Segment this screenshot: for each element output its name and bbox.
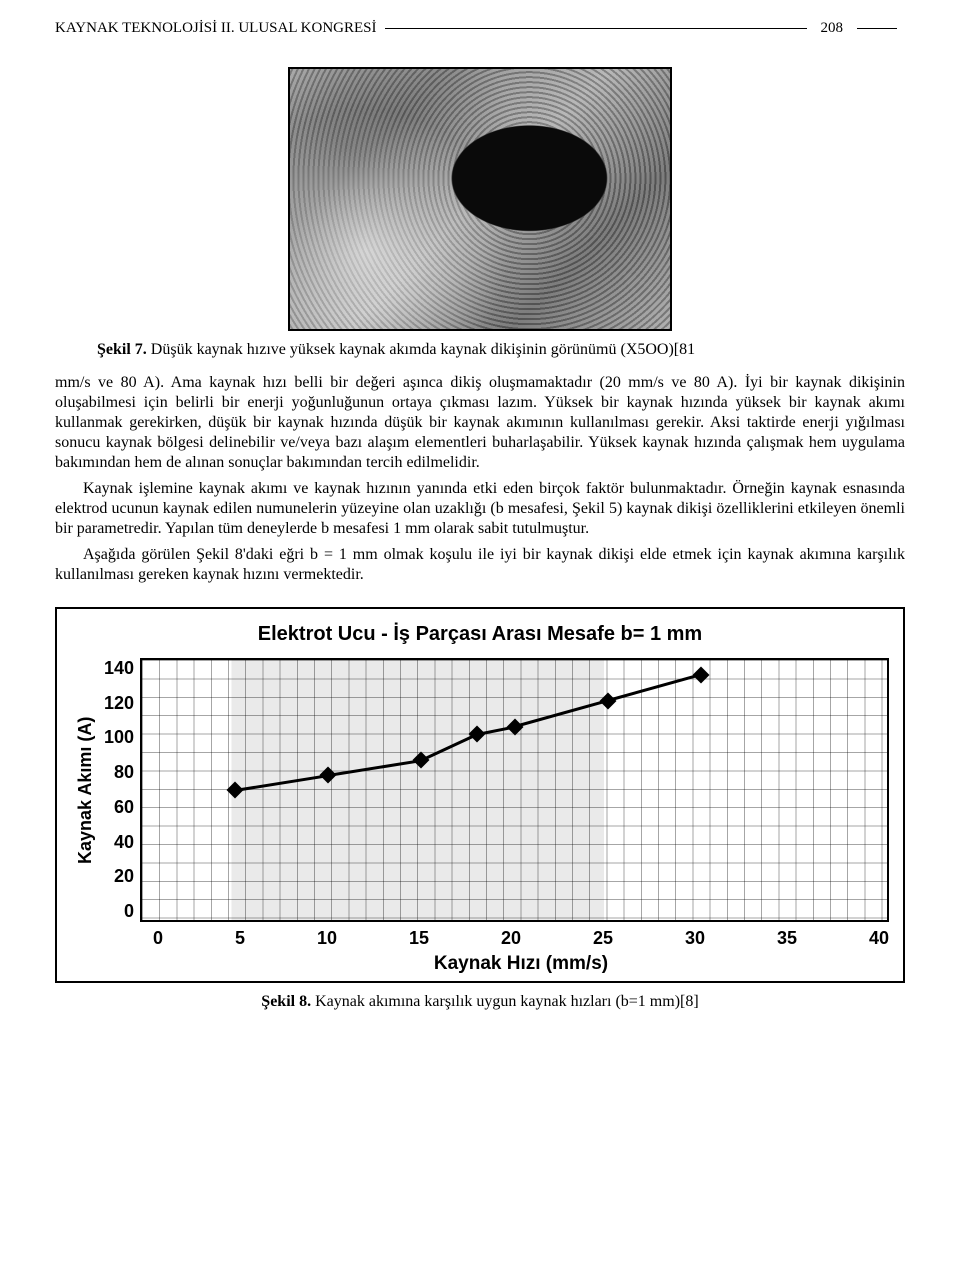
- chart-title: Elektrot Ucu - İş Parçası Arası Mesafe b…: [71, 623, 889, 646]
- chart-marker: [469, 726, 486, 743]
- ytick: 20: [104, 866, 134, 887]
- chart-marker: [599, 692, 616, 709]
- micrograph-image: [288, 67, 672, 331]
- chart-line-segment: [328, 759, 422, 777]
- y-axis-label: Kaynak Akımı (A): [71, 658, 100, 922]
- xtick: 5: [235, 928, 245, 949]
- chart-marker: [227, 782, 244, 799]
- xtick: 10: [317, 928, 337, 949]
- plot-area: [140, 658, 889, 922]
- y-axis-ticks: 140 120 100 80 60 40 20 0: [100, 658, 140, 922]
- x-axis-ticks: 0 5 10 15 20 25 30 35 40: [153, 928, 889, 949]
- paragraph-1: mm/s ve 80 A). Ama kaynak hızı belli bir…: [55, 373, 905, 473]
- chart-marker: [320, 767, 337, 784]
- figure-7-caption: Şekil 7. Düşük kaynak hızıve yüksek kayn…: [97, 341, 905, 359]
- header-rule-2: [857, 28, 897, 29]
- ytick: 0: [104, 901, 134, 922]
- chart-area: Kaynak Akımı (A) 140 120 100 80 60 40 20…: [71, 658, 889, 922]
- ytick: 120: [104, 693, 134, 714]
- paragraph-2: Kaynak işlemine kaynak akımı ve kaynak h…: [55, 479, 905, 539]
- header-rule-1: [385, 28, 807, 29]
- figure-8-caption: Şekil 8. Kaynak akımına karşılık uygun k…: [55, 993, 905, 1011]
- figure-7-label: Şekil 7.: [97, 341, 147, 358]
- page: KAYNAK TEKNOLOJİSİ II. ULUSAL KONGRESİ 2…: [0, 0, 960, 1057]
- chart-line-segment: [235, 774, 329, 792]
- ytick: 140: [104, 658, 134, 679]
- xtick: 40: [869, 928, 889, 949]
- chart-line-segment: [421, 733, 478, 762]
- ytick: 60: [104, 797, 134, 818]
- x-axis-label: Kaynak Hızı (mm/s): [153, 953, 889, 975]
- xtick: 20: [501, 928, 521, 949]
- chart-marker: [506, 718, 523, 735]
- chart-line-segment: [607, 673, 701, 702]
- chart-marker: [692, 666, 709, 683]
- xtick: 30: [685, 928, 705, 949]
- xtick: 25: [593, 928, 613, 949]
- running-head: KAYNAK TEKNOLOJİSİ II. ULUSAL KONGRESİ: [55, 20, 377, 37]
- figure-7: [55, 67, 905, 331]
- figure-8-text: Kaynak akımına karşılık uygun kaynak hız…: [311, 993, 699, 1010]
- paragraph-3: Aşağıda görülen Şekil 8'daki eğri b = 1 …: [55, 545, 905, 585]
- page-number: 208: [815, 20, 850, 37]
- figure-8-label: Şekil 8.: [261, 993, 311, 1010]
- x-axis-wrap: 0 5 10 15 20 25 30 35 40 Kaynak Hızı (mm…: [153, 928, 889, 975]
- ytick: 100: [104, 727, 134, 748]
- page-header: KAYNAK TEKNOLOJİSİ II. ULUSAL KONGRESİ 2…: [55, 20, 905, 37]
- xtick: 0: [153, 928, 163, 949]
- xtick: 15: [409, 928, 429, 949]
- figure-7-text: Düşük kaynak hızıve yüksek kaynak akımda…: [147, 341, 695, 358]
- chart-marker: [413, 752, 430, 769]
- ytick: 40: [104, 832, 134, 853]
- figure-8-chart: Elektrot Ucu - İş Parçası Arası Mesafe b…: [55, 607, 905, 983]
- chart-line-segment: [514, 699, 608, 728]
- xtick: 35: [777, 928, 797, 949]
- ytick: 80: [104, 762, 134, 783]
